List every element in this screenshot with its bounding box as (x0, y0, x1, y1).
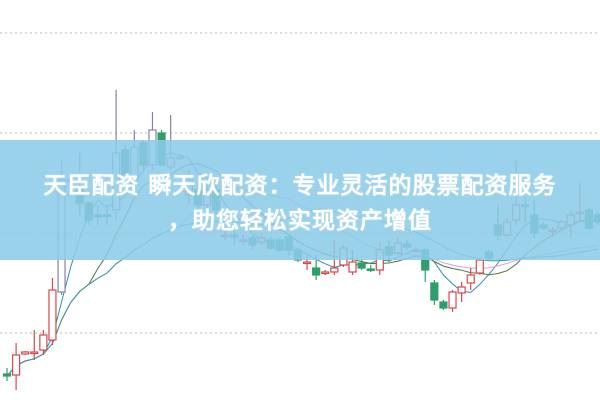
banner-title-line-2: ，助您轻松实现资产增值 (168, 208, 432, 234)
candle (21, 351, 30, 355)
candle-body-up (330, 267, 339, 273)
candle-body-up (21, 351, 30, 355)
candle (448, 290, 457, 312)
candle-body-up (475, 259, 484, 274)
candle (357, 260, 366, 270)
candle-body-up (321, 271, 330, 275)
candle-body-down (439, 301, 448, 309)
candle (30, 330, 39, 360)
banner-title-line-1: 天臣配资 瞬天欣配资：专业灵活的股票配资服务 (43, 173, 557, 199)
candle (439, 300, 448, 310)
candle (430, 280, 439, 305)
candle (39, 330, 48, 355)
candle (366, 265, 375, 272)
candle (321, 270, 330, 275)
candle (466, 268, 475, 290)
candle-body-up (11, 354, 21, 376)
candle-body-down (312, 267, 321, 276)
candle (475, 258, 484, 275)
candle-body-down (430, 282, 439, 301)
candle-body-up (457, 286, 466, 294)
candle (457, 282, 466, 302)
candle-body-down (2, 373, 12, 377)
candle-body-up (466, 274, 475, 284)
candle (2, 368, 12, 381)
candle-body-up (39, 334, 48, 351)
candle-body-up (448, 291, 457, 309)
candle-body-down (366, 268, 375, 272)
candle (11, 343, 21, 390)
candle-body-down (357, 262, 366, 269)
candle (48, 278, 57, 345)
candle-body-up (302, 261, 312, 265)
candle-body-up (348, 261, 357, 273)
title-banner (0, 140, 600, 260)
candle-body-up (48, 289, 57, 341)
candle-body-up (30, 351, 39, 355)
